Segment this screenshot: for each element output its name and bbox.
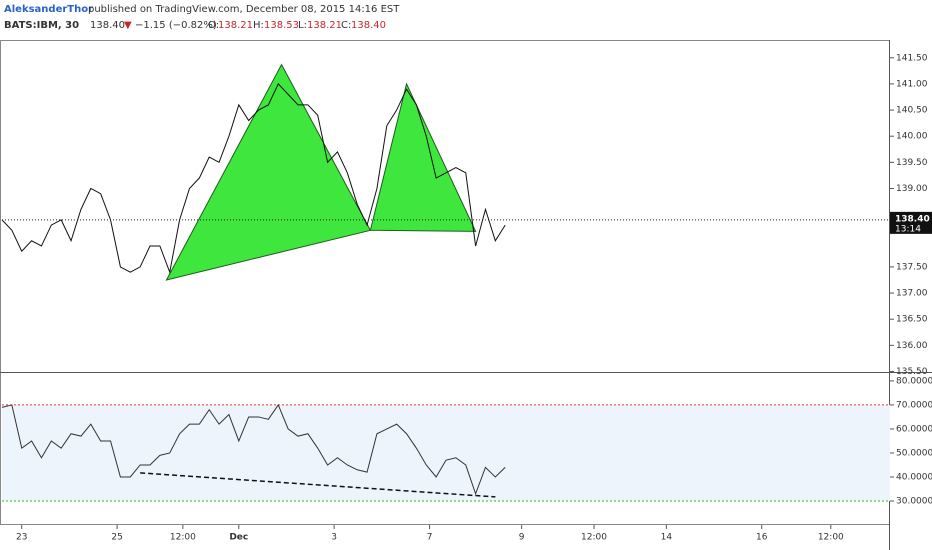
y-tick-label: 60.0000 bbox=[896, 424, 932, 434]
x-tick-label: 12:00 bbox=[581, 533, 607, 543]
series-line bbox=[1, 83, 506, 274]
y-tick-label: 40.0000 bbox=[896, 472, 932, 482]
harmonic-pattern bbox=[165, 63, 372, 281]
series-line bbox=[1, 403, 506, 496]
o: 138.21 bbox=[218, 20, 253, 31]
countdown: 13:14 bbox=[895, 224, 921, 234]
x-tick-label: Dec bbox=[229, 533, 248, 543]
l: 138.21 bbox=[307, 20, 342, 31]
y-tick-label: 136.00 bbox=[896, 341, 928, 351]
y-tick-label: 140.00 bbox=[896, 132, 928, 142]
y-tick-label: 135.50 bbox=[896, 367, 928, 377]
x-tick-label: 9 bbox=[519, 533, 525, 543]
arrow: ▼ bbox=[124, 20, 132, 31]
last: 138.40 bbox=[90, 20, 125, 31]
x-tick-label: 12:00 bbox=[818, 533, 844, 543]
h-label: H: bbox=[253, 20, 264, 31]
y-tick-label: 70.0000 bbox=[896, 400, 932, 410]
y-tick-label: 141.50 bbox=[896, 53, 928, 63]
x-tick-label: 12:00 bbox=[170, 533, 196, 543]
y-tick-label: 139.00 bbox=[896, 184, 928, 194]
rsi-band bbox=[2, 404, 890, 501]
o-label: O: bbox=[208, 20, 219, 31]
last-price-box bbox=[890, 211, 932, 234]
author: AleksanderThor bbox=[4, 4, 93, 15]
x-tick-label: 3 bbox=[331, 533, 337, 543]
y-tick-label: 137.50 bbox=[896, 262, 928, 272]
ohlc-line: BATS:IBM, 30 138.40 ▼ −1.15 (−0.82%) O: … bbox=[4, 20, 386, 31]
harmonic-pattern bbox=[369, 82, 477, 232]
l-label: L: bbox=[298, 20, 307, 31]
y-tick-label: 140.50 bbox=[896, 106, 928, 116]
x-tick-label: 14 bbox=[661, 533, 673, 543]
symbol: BATS:IBM, 30 bbox=[4, 20, 79, 31]
published: published on TradingView.com, December 0… bbox=[88, 4, 400, 15]
x-tick-label: 7 bbox=[427, 533, 433, 543]
c: 138.40 bbox=[351, 20, 386, 31]
change: −1.15 (−0.82%) bbox=[135, 20, 217, 31]
y-tick-label: 139.50 bbox=[896, 158, 928, 168]
divergence-line bbox=[140, 472, 496, 498]
y-tick-label: 137.00 bbox=[896, 289, 928, 299]
y-tick-label: 141.00 bbox=[896, 79, 928, 89]
y-tick-label: 50.0000 bbox=[896, 448, 932, 458]
x-tick-label: 23 bbox=[16, 533, 27, 543]
x-tick-label: 16 bbox=[756, 533, 768, 543]
x-tick-label: 25 bbox=[111, 533, 122, 543]
c-label: C: bbox=[341, 20, 351, 31]
y-tick-label: 30.0000 bbox=[896, 496, 932, 506]
h: 138.53 bbox=[264, 20, 299, 31]
last-price-label: 138.40 bbox=[895, 214, 930, 224]
y-tick-label: 80.0000 bbox=[896, 376, 932, 386]
y-tick-label: 136.50 bbox=[896, 315, 928, 325]
